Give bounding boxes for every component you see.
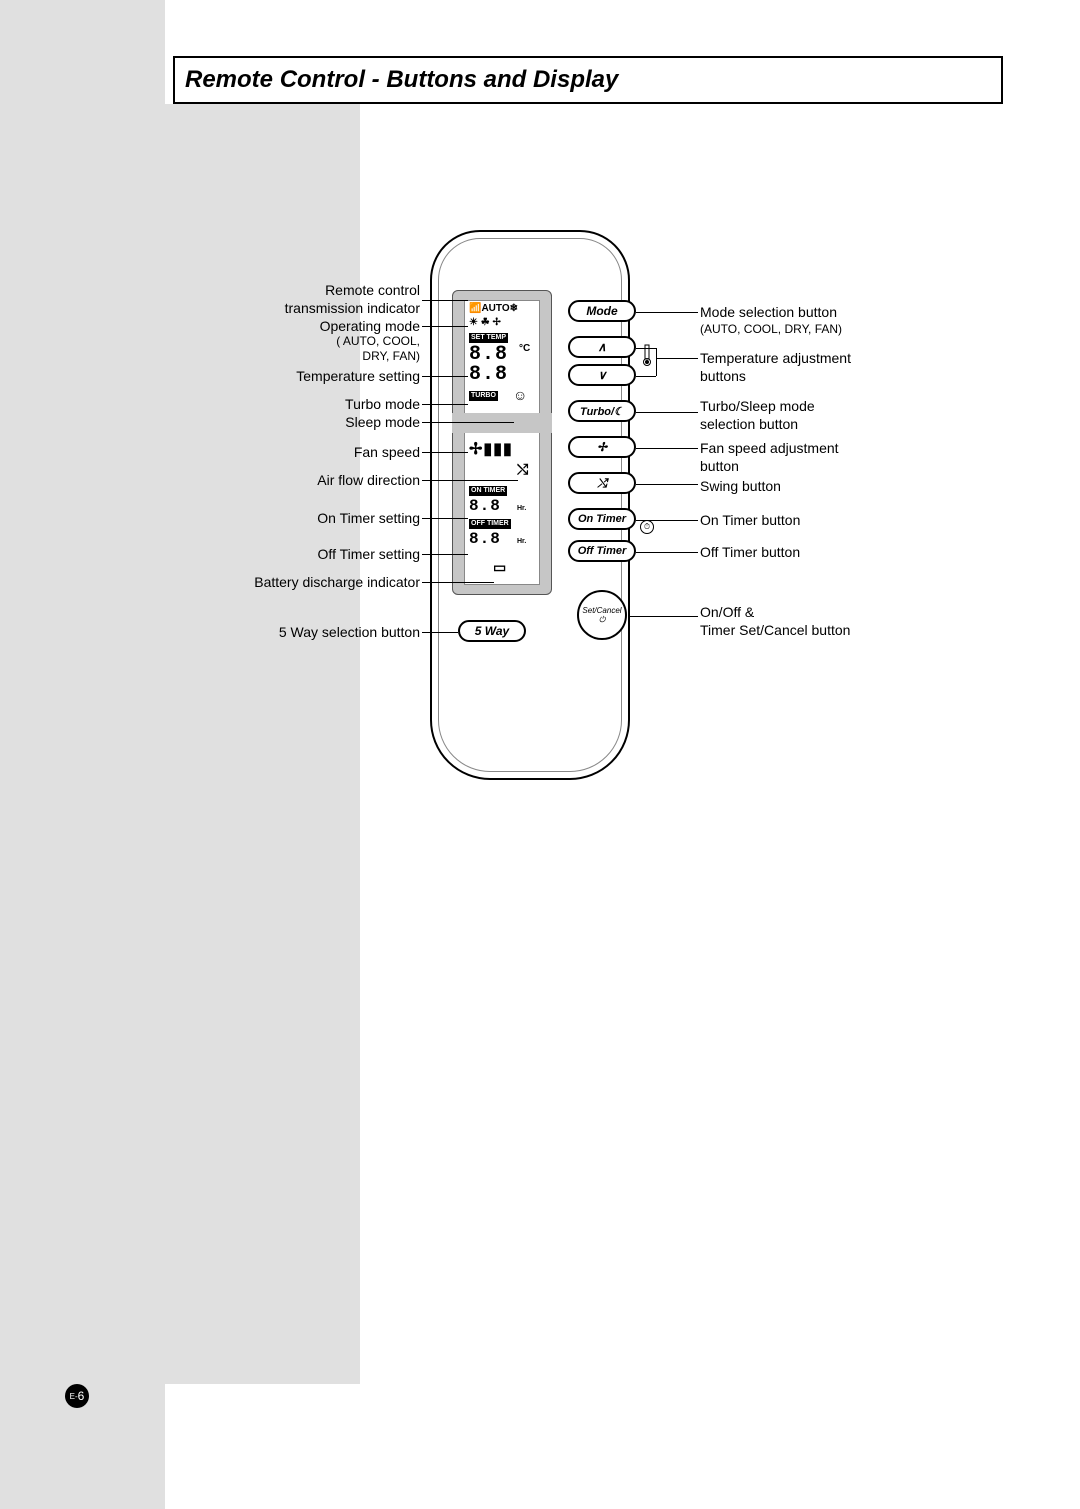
leader-transmission [422,300,468,301]
lcd-on-timer-digits: 8.8 [469,497,501,515]
temp-up-button[interactable]: ∧ [568,336,636,358]
leader-r-mode [636,312,698,313]
label-swing-btn: Swing button [700,478,781,496]
lcd-off-timer-label: OFF TIMER [469,519,511,529]
leader-r-fan [636,448,698,449]
fan-button[interactable]: ✢ [568,436,636,458]
swing-button[interactable]: ⤭ [568,472,636,494]
label-on-timer-btn: On Timer button [700,512,800,530]
on-timer-button[interactable]: On Timer [568,508,636,530]
label-battery: Battery discharge indicator [130,574,420,592]
clock-icon: ⏱ [640,520,654,534]
leader-fiveway [422,632,458,633]
lcd-swing-icon: ⤭ [517,461,528,478]
temp-down-button[interactable]: ∨ [568,364,636,386]
leader-airflow [422,480,518,481]
lcd-on-hr: Hr. [517,505,526,512]
lcd-deg-c: °C [519,343,530,354]
label-onoff-btn: On/Off & Timer Set/Cancel button [700,604,850,639]
label-air-flow: Air flow direction [130,472,420,490]
leader-turbo [422,404,468,405]
leader-fan [422,452,468,453]
leader-r-temp-b [636,376,656,377]
label-fan-speed-btn: Fan speed adjustment button [700,440,839,475]
label-turbo-sleep: Turbo/Sleep mode selection button [700,398,815,433]
label-off-timer-btn: Off Timer button [700,544,800,562]
fiveway-button[interactable]: 5 Way [458,620,526,642]
lcd-battery-icon: ▭ [493,559,506,576]
turbo-sleep-button[interactable]: Turbo/☾ [568,400,636,422]
page-num: 6 [78,1389,85,1403]
lcd-temp-digits2: 8.8 [469,363,508,386]
mode-icons: ☀ ☘ ✢ [469,317,501,328]
lcd-off-hr: Hr. [517,538,526,545]
leader-r-temp-v [656,348,657,376]
leader-r-ontimer [636,520,698,521]
label-operating-mode: Operating mode [130,318,420,336]
leader-r-turbo [636,412,698,413]
title-box: Remote Control - Buttons and Display [173,56,1003,104]
label-on-timer-setting: On Timer setting [130,510,420,528]
lcd-sleep-icon: ☺ [513,387,527,403]
label-transmission: Remote control transmission indicator [130,282,420,317]
set-cancel-button[interactable]: Set/Cancel ⏻ [577,590,627,640]
leader-ontimer [422,518,468,519]
label-turbo-mode: Turbo mode [130,396,420,414]
mode-button[interactable]: Mode [568,300,636,322]
label-sleep-mode: Sleep mode [130,414,420,432]
label-temp-setting: Temperature setting [130,368,420,386]
leader-opmode [422,326,468,327]
leader-r-swing [636,484,698,485]
leader-offtimer [422,554,468,555]
leader-r-temp [656,358,698,359]
label-mode-sub: (AUTO, COOL, DRY, FAN) [700,322,842,337]
label-mode-btn: Mode selection button [700,304,837,322]
page-number-badge: E-6 [65,1384,89,1408]
leader-battery [422,582,494,583]
leader-sleep [422,422,514,423]
lcd-turbo-label: TURBO [469,391,498,401]
lcd-fan-icons: ✢▮▮▮ [469,439,513,459]
label-fiveway: 5 Way selection button [130,624,420,642]
label-operating-mode-sub: ( AUTO, COOL, DRY, FAN) [130,334,420,364]
lcd-set-temp-label: SET TEMP [469,333,508,343]
label-fan-speed: Fan speed [130,444,420,462]
transmit-icon: 📶AUTO❄ [469,303,518,314]
remote-diagram: 📶AUTO❄ ☀ ☘ ✢ SET TEMP 8.8 °C 8.8 TURBO ☺… [60,200,1020,900]
leader-r-offtimer [636,552,698,553]
label-off-timer-setting: Off Timer setting [130,546,420,564]
lcd-off-timer-digits: 8.8 [469,530,501,548]
page-num-prefix: E- [70,1392,78,1401]
leader-r-onoff [628,616,698,617]
label-temp-btns: Temperature adjustment buttons [700,350,851,385]
leader-r-temp-t [636,348,656,349]
off-timer-button[interactable]: Off Timer [568,540,636,562]
page-title: Remote Control - Buttons and Display [185,66,618,94]
lcd-screen: 📶AUTO❄ ☀ ☘ ✢ SET TEMP 8.8 °C 8.8 TURBO ☺… [464,300,540,585]
lcd-on-timer-label: ON TIMER [469,486,507,496]
leader-temp [422,376,468,377]
